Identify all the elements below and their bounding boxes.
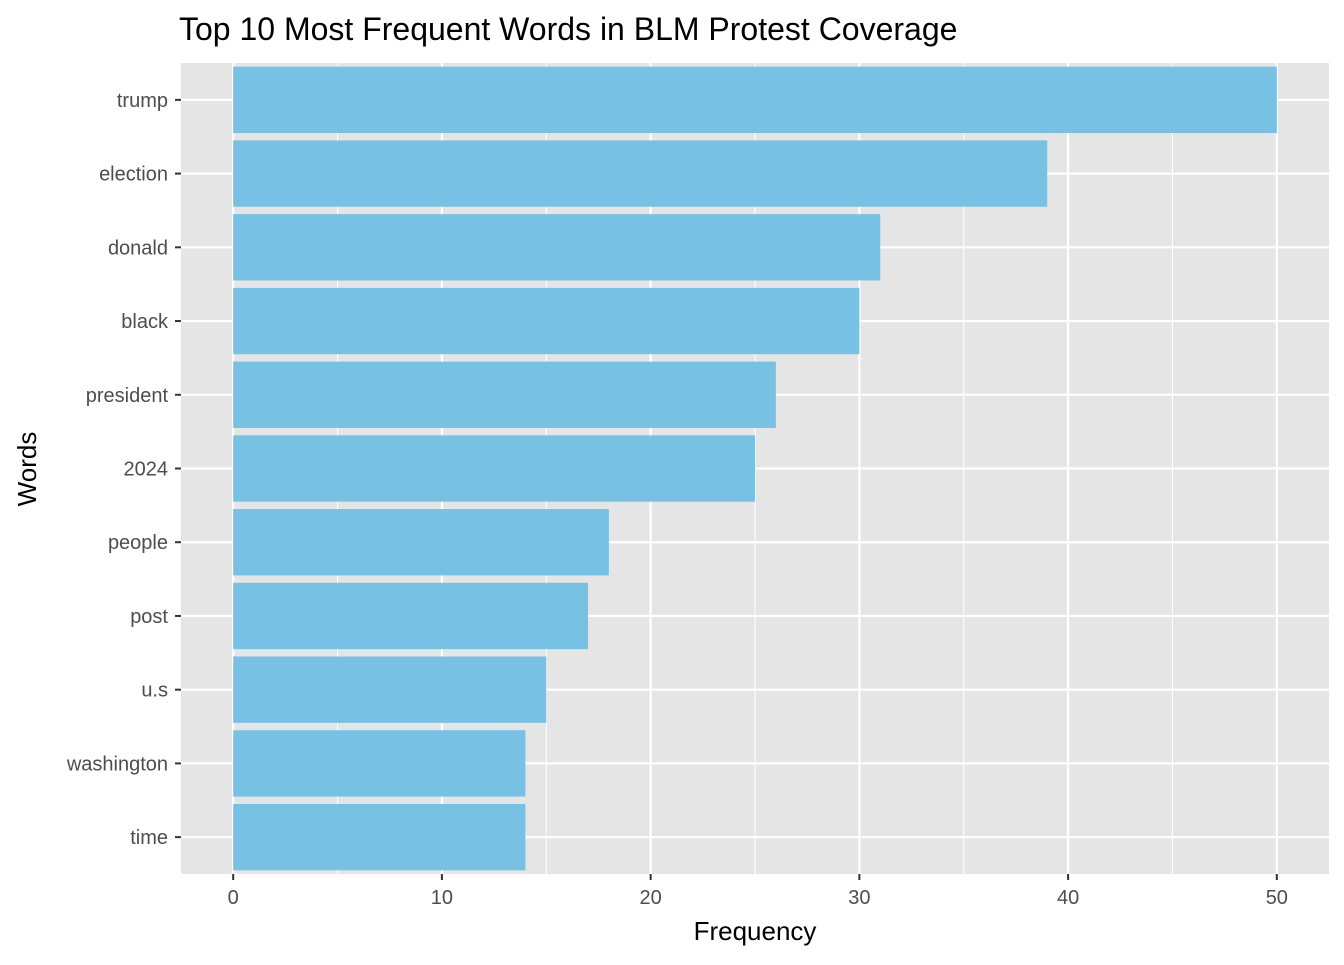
bars [233, 66, 1277, 871]
y-tick-label: black [121, 311, 169, 333]
x-tick-label: 40 [1057, 887, 1079, 909]
bar-election [233, 140, 1048, 207]
x-axis: 0 10 20 30 40 50 [228, 874, 1288, 909]
y-axis: trump election donald black president 2024 peo… [66, 90, 181, 849]
x-tick-label: 50 [1266, 887, 1288, 909]
x-tick-label: 10 [431, 887, 453, 909]
bar-president [233, 361, 776, 428]
y-axis-title: Words [12, 432, 42, 507]
y-tick-label: 2024 [124, 459, 169, 481]
x-axis-title: Frequency [694, 916, 817, 946]
bar-donald [233, 214, 881, 281]
bar-u.s [233, 656, 547, 723]
bar-2024 [233, 435, 755, 502]
x-tick-label: 0 [228, 887, 239, 909]
y-tick-label: people [108, 532, 168, 554]
y-tick-label: u.s [141, 680, 168, 702]
bar-time [233, 803, 526, 871]
y-tick-label: trump [117, 90, 168, 112]
y-tick-label: election [99, 164, 168, 186]
bar-post [233, 582, 589, 650]
y-tick-label: donald [108, 237, 168, 259]
x-tick-label: 20 [640, 887, 662, 909]
bar-people [233, 509, 609, 576]
y-tick-label: washington [66, 753, 168, 775]
y-tick-label: post [130, 606, 168, 628]
bar-black [233, 287, 860, 355]
y-tick-label: time [130, 827, 168, 849]
bar-trump [233, 66, 1277, 134]
y-tick-label: president [86, 385, 169, 407]
bar-washington [233, 730, 526, 797]
chart-title: Top 10 Most Frequent Words in BLM Protes… [179, 11, 957, 47]
x-tick-label: 30 [848, 887, 870, 909]
